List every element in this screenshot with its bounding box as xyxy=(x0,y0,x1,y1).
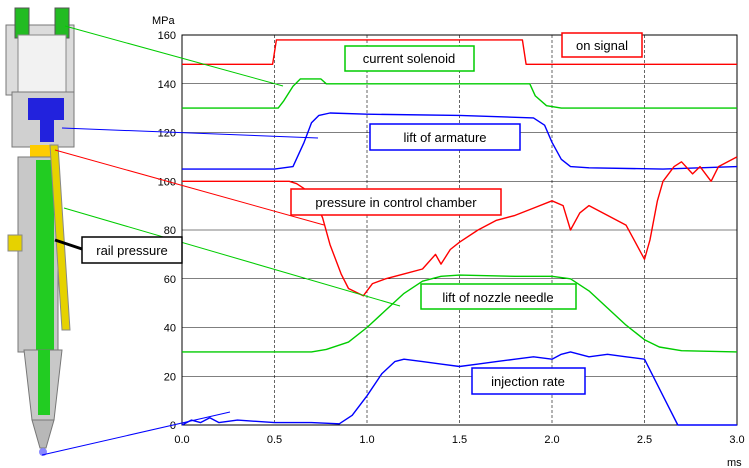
y-tick-label: 0 xyxy=(170,420,176,432)
series-lines xyxy=(181,39,738,426)
label-current-solenoid-text: current solenoid xyxy=(363,51,456,66)
label-lift-of-armature: lift of armature xyxy=(369,123,521,151)
y-axis-unit: MPa xyxy=(152,15,176,27)
label-pressure-control-chamber: pressure in control chamber xyxy=(290,188,502,216)
label-injection-rate-text: injection rate xyxy=(491,374,565,389)
y-tick-label: 100 xyxy=(158,176,176,188)
label-current-solenoid: current solenoid xyxy=(344,45,475,72)
y-tick-label: 140 xyxy=(158,79,176,91)
y-axis-ticks: 0 20 40 60 80 100 120 140 160 xyxy=(158,30,176,432)
x-tick-label: 3.0 xyxy=(729,434,744,446)
series-line-current-solenoid xyxy=(182,78,737,109)
x-tick-label: 1.0 xyxy=(359,434,374,446)
series-line-lift-of-armature xyxy=(182,112,738,170)
label-injection-rate: injection rate xyxy=(471,367,586,395)
series-line-on-signal xyxy=(182,39,737,66)
x-tick-label: 0.0 xyxy=(174,434,189,446)
series-line-lift-of-nozzle-needle xyxy=(182,274,738,353)
label-lift-of-armature-text: lift of armature xyxy=(403,130,486,145)
label-rail-pressure: rail pressure xyxy=(81,236,183,264)
x-tick-label: 0.5 xyxy=(267,434,282,446)
y-tick-label: 20 xyxy=(164,371,176,383)
label-rail-pressure-text: rail pressure xyxy=(96,243,168,258)
label-pressure-control-chamber-text: pressure in control chamber xyxy=(315,195,477,210)
label-on-signal: on signal xyxy=(561,32,643,58)
series-line-pressure-in-control-chamber xyxy=(182,156,738,297)
y-tick-label: 40 xyxy=(164,323,176,335)
x-tick-label: 1.5 xyxy=(452,434,467,446)
x-tick-label: 2.5 xyxy=(637,434,652,446)
x-tick-label: 2.0 xyxy=(544,434,559,446)
x-axis-unit: ms xyxy=(727,457,742,468)
connector-lines xyxy=(41,25,401,456)
injector-illustration xyxy=(5,7,75,456)
label-lift-nozzle-needle-text: lift of nozzle needle xyxy=(442,290,553,305)
y-tick-label: 160 xyxy=(158,30,176,42)
y-tick-label: 120 xyxy=(158,128,176,140)
y-tick-label: 80 xyxy=(164,225,176,237)
y-tick-label: 60 xyxy=(164,274,176,286)
label-lift-nozzle-needle: lift of nozzle needle xyxy=(420,283,577,310)
label-on-signal-text: on signal xyxy=(576,38,628,53)
plot-frame xyxy=(181,34,738,426)
x-axis-ticks: 0.0 0.5 1.0 1.5 2.0 2.5 3.0 xyxy=(174,434,744,446)
series-line-injection-rate xyxy=(181,351,737,426)
